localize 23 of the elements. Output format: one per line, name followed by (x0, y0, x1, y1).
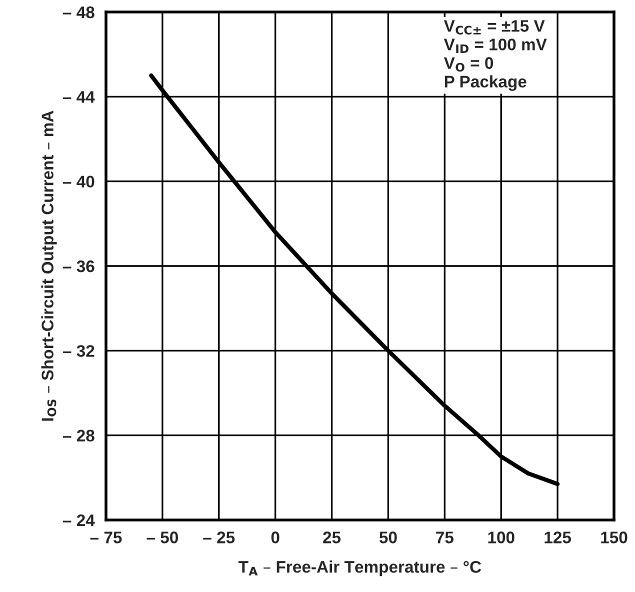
x-tick-label: 75 (436, 532, 454, 544)
annotation: V$_{ID}$ = 100 mV (444, 38, 547, 53)
x-tick-label: – 50 (146, 532, 178, 544)
y-tick-label: – 44 (62, 91, 95, 103)
annotation: V$_{O}$ = 0 (444, 57, 494, 72)
x-axis-title: T$_{A}$ – Free-Air Temperature – °C (238, 560, 482, 576)
x-tick-label: 100 (488, 532, 514, 544)
y-tick-label: – 28 (62, 430, 94, 442)
x-tick-label: 150 (601, 532, 628, 544)
x-tick-label: 125 (544, 532, 571, 544)
annotation: V$_{CC±}$ = ±15 V (444, 20, 545, 35)
y-tick-label: – 32 (62, 345, 94, 357)
y-tick-label: – 36 (62, 260, 94, 272)
y-tick-label: – 40 (62, 176, 94, 188)
x-tick-label: 25 (323, 532, 341, 544)
x-tick-label: 50 (379, 532, 397, 544)
y-axis-title: I$_{OS}$ – Short-Circuit Output Current – mA (41, 110, 57, 421)
x-tick-label: – 75 (90, 532, 122, 544)
x-tick-label: – 25 (203, 532, 235, 544)
y-tick-label: – 24 (62, 514, 95, 526)
annotation: P Package (444, 75, 526, 91)
y-tick-label: – 48 (62, 6, 94, 18)
x-tick-label: 0 (271, 532, 280, 544)
